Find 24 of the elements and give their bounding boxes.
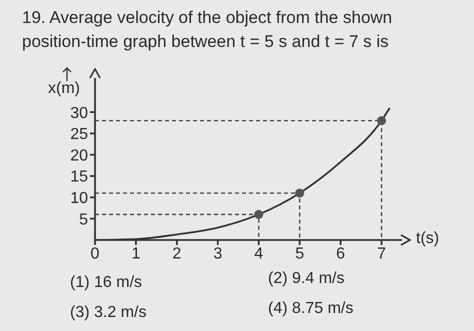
y-tick-label: 15 bbox=[70, 168, 88, 186]
x-tick-label: 7 bbox=[377, 245, 386, 262]
x-tick-label: 1 bbox=[131, 245, 140, 262]
text: (3) 3.2 m/s bbox=[70, 304, 146, 322]
y-tick-label: 25 bbox=[70, 126, 88, 144]
text: (1) 16 m/s bbox=[70, 274, 142, 292]
point bbox=[254, 210, 264, 219]
x-tick-label: 2 bbox=[172, 245, 182, 262]
x-axis-title: t(s) bbox=[416, 230, 440, 248]
x-tick-label: 4 bbox=[254, 245, 264, 262]
y-tick-label: 5 bbox=[79, 211, 88, 228]
chart-title: 19. Average velocity of the object from the shown position-time graph between t = 5 s and t = 7 s is bbox=[22, 7, 394, 53]
x-tick-label: 6 bbox=[336, 245, 346, 262]
x-tick-label: 3 bbox=[213, 245, 222, 262]
x-tick-label: 5 bbox=[295, 245, 304, 262]
y-tick-label: 10 bbox=[70, 190, 88, 208]
y-tick-label: 20 bbox=[70, 147, 88, 164]
x-tick-label: 0 bbox=[90, 245, 100, 262]
y-axis-title: x(m) bbox=[48, 80, 80, 98]
point bbox=[295, 188, 304, 198]
point bbox=[377, 116, 386, 126]
text: (2) 9.4 m/s bbox=[268, 270, 344, 288]
text: (4) 8.75 m/s bbox=[268, 300, 354, 318]
y-tick-label: 30 bbox=[70, 104, 88, 122]
